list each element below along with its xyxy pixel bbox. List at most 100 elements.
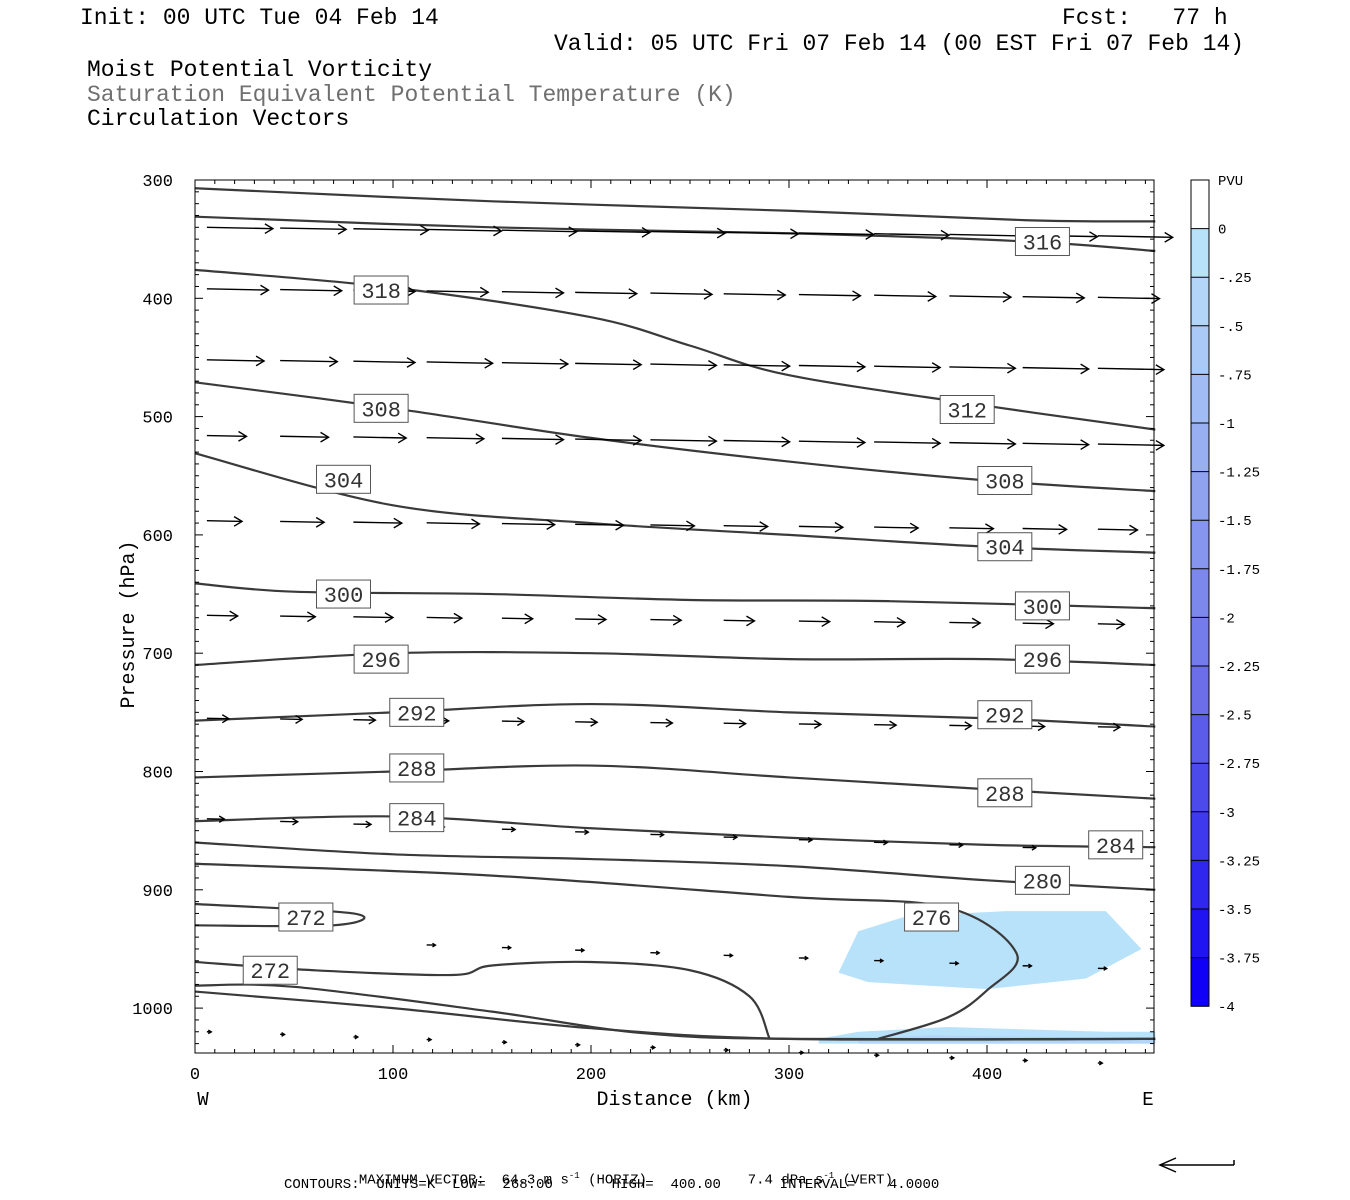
colorbar-label: -2.5 (1218, 709, 1252, 725)
vector-shaft (949, 441, 1016, 445)
vector-arrow (426, 518, 481, 530)
colorbar-label: -3.75 (1218, 952, 1260, 968)
vector-head (1155, 439, 1166, 451)
vector-arrow (353, 517, 404, 529)
vector-shaft (353, 521, 402, 524)
vector-shaft (206, 226, 273, 230)
vector-shaft (353, 616, 394, 619)
vector-arrow (1022, 618, 1055, 630)
vector-head (651, 1045, 657, 1050)
vector-arrow (353, 820, 373, 829)
vector-head (295, 714, 304, 724)
vector-head (708, 359, 718, 371)
vector-arrow (723, 615, 756, 627)
contour-label-text: 280 (1023, 870, 1063, 895)
vector-head (337, 223, 348, 235)
colorbar-label: -2 (1218, 611, 1235, 627)
vector-head (1002, 291, 1013, 303)
colorbar-label: -1.75 (1218, 563, 1260, 579)
contour-label-box (977, 700, 1033, 730)
contour-label-text: 300 (324, 584, 364, 609)
contour-label: 288 (977, 778, 1033, 808)
contour-label-text: 296 (1023, 649, 1063, 674)
theta-contour-276 (194, 862, 1019, 1040)
vector-head (238, 430, 248, 442)
max-vector-info: MAXIMUM VECTOR: 64.3 m s-1 (HORIZ) 7.4 d… (342, 1158, 893, 1188)
vector-head (1058, 523, 1069, 535)
vector-shaft (798, 293, 861, 297)
vector-arrow (501, 613, 535, 625)
vector-head (1028, 963, 1033, 969)
vector-shaft (650, 292, 713, 296)
contour-label: 308 (353, 393, 409, 423)
vector-shaft (353, 360, 416, 364)
vector-arrow (280, 431, 330, 443)
vector-shaft (949, 233, 1025, 237)
colorbar-label: -1.25 (1218, 466, 1260, 482)
theta-contour-280 (194, 841, 1156, 891)
vector-arrow (798, 955, 810, 961)
contour-label: 304 (977, 532, 1033, 562)
y-axis-label: Pressure (hPa) (118, 540, 141, 708)
pv-shading-layer (818, 911, 1156, 1044)
vector-shaft (650, 363, 717, 367)
vector-head (260, 284, 270, 296)
vector-arrow (874, 291, 938, 302)
colorbar-swatch (1191, 763, 1209, 813)
vector-shaft (426, 228, 502, 232)
vector-head (493, 225, 503, 237)
colorbar-swatch (1191, 860, 1209, 910)
vector-arrow (1097, 966, 1109, 971)
vector-shaft (798, 440, 865, 444)
contour-label-box (278, 902, 334, 932)
colorbar-swatch (1191, 568, 1209, 618)
contour-label: 300 (1014, 591, 1070, 621)
colorbar-swatch (1191, 666, 1209, 716)
vector-head (971, 617, 982, 629)
vector-shaft (575, 618, 606, 621)
max-horiz-unit: -1 (568, 1171, 580, 1181)
vector-shaft (874, 365, 941, 369)
theta-contour-316 (194, 187, 1156, 223)
vector-arrow (206, 355, 266, 367)
vector-head (813, 719, 823, 729)
contour-label-text: 288 (397, 758, 437, 783)
vector-arrow (280, 356, 339, 368)
vector-head (1098, 1060, 1104, 1066)
vector-head (641, 226, 652, 238)
vector-shaft (426, 616, 462, 619)
y-tick-label: 900 (142, 883, 173, 902)
vector-arrow (949, 960, 960, 966)
vector-arrow (575, 434, 643, 446)
vector-head (484, 357, 495, 369)
colorbar-swatch (1191, 180, 1209, 230)
contour-label: 280 (1014, 865, 1070, 895)
vector-arrow (206, 815, 226, 823)
vector-shaft (1097, 623, 1125, 626)
vector-shaft (874, 294, 936, 298)
vector-arrow (280, 611, 317, 623)
vector-shaft (1022, 442, 1089, 446)
vector-shaft (206, 614, 238, 617)
colorbar-label: -3 (1218, 806, 1235, 822)
vector-shaft (353, 436, 407, 439)
vector-head (365, 820, 373, 829)
vector-head (724, 1047, 730, 1053)
colorbar-label: -3.25 (1218, 854, 1260, 870)
vector-head (207, 1029, 213, 1035)
vector-arrow (650, 1045, 657, 1050)
colorbar-label: -3.5 (1218, 903, 1252, 919)
contour-label-box (939, 395, 995, 425)
contour-label-text: 304 (985, 537, 1025, 562)
x-tick-label: 300 (774, 1066, 805, 1085)
vector-shaft (501, 617, 533, 620)
vector-arrow (650, 359, 718, 371)
reference-vector-arrow (1158, 1157, 1235, 1173)
vector-arrow (575, 288, 639, 300)
vector-shaft (1022, 527, 1067, 531)
colorbar-title: PVU (1218, 174, 1243, 190)
y-tick-label: 1000 (132, 1001, 173, 1020)
vector-head (732, 834, 739, 841)
colorbar-label: -1.5 (1218, 514, 1252, 530)
vector-arrow (949, 1055, 956, 1061)
